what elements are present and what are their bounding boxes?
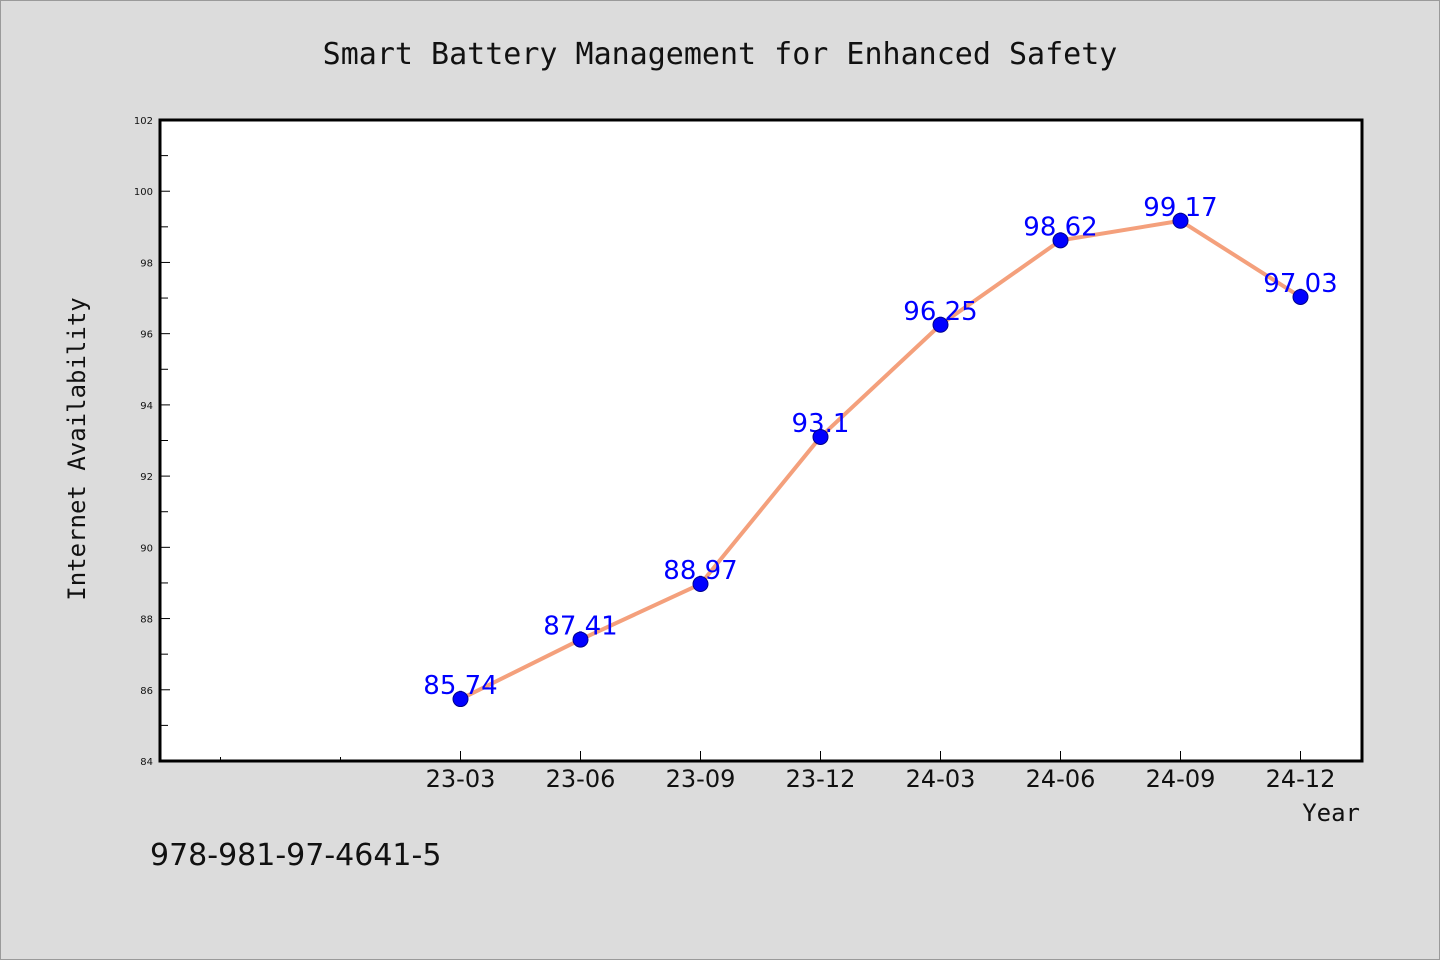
data-point [812, 428, 829, 445]
y-tick-label: 92 [140, 472, 153, 483]
data-point [1172, 212, 1189, 229]
y-tick-label: 98 [140, 258, 153, 269]
data-point [1052, 232, 1069, 249]
x-tick-label: 24-06 [1026, 765, 1096, 793]
y-tick-label: 102 [134, 116, 153, 127]
x-tick-label: 23-12 [786, 765, 856, 793]
x-tick-label: 24-03 [906, 765, 976, 793]
data-point [932, 316, 949, 333]
x-tick-label: 23-09 [666, 765, 736, 793]
data-point [1292, 288, 1309, 305]
y-tick-label: 86 [140, 686, 153, 697]
y-axis-label: Internet Availability [63, 297, 91, 600]
data-point [452, 691, 469, 708]
y-tick-label: 90 [140, 543, 153, 554]
x-axis: 23-03 23-06 23-09 23-12 24-03 24-06 24-09 24-12 [220, 751, 1336, 793]
x-axis-label: Year [1302, 799, 1360, 827]
plot-area [158, 118, 1364, 763]
x-tick-label: 23-06 [546, 765, 616, 793]
y-tick-label: 84 [140, 757, 153, 768]
y-tick-label: 94 [140, 401, 153, 412]
x-tick-label: 24-12 [1266, 765, 1336, 793]
y-tick-label: 88 [140, 615, 153, 626]
data-point [692, 576, 709, 593]
isbn-annotation: 978-981-97-4641-5 [150, 838, 441, 873]
x-tick-label: 24-09 [1146, 765, 1216, 793]
chart-title: Smart Battery Management for Enhanced Sa… [323, 37, 1118, 72]
data-point [572, 631, 589, 648]
y-tick-label: 96 [140, 330, 153, 341]
x-tick-label: 23-03 [426, 765, 496, 793]
y-axis: 84 86 88 90 92 94 96 98 100 102 [134, 116, 170, 768]
series-line [458, 218, 1303, 702]
y-tick-label: 100 [134, 187, 153, 198]
